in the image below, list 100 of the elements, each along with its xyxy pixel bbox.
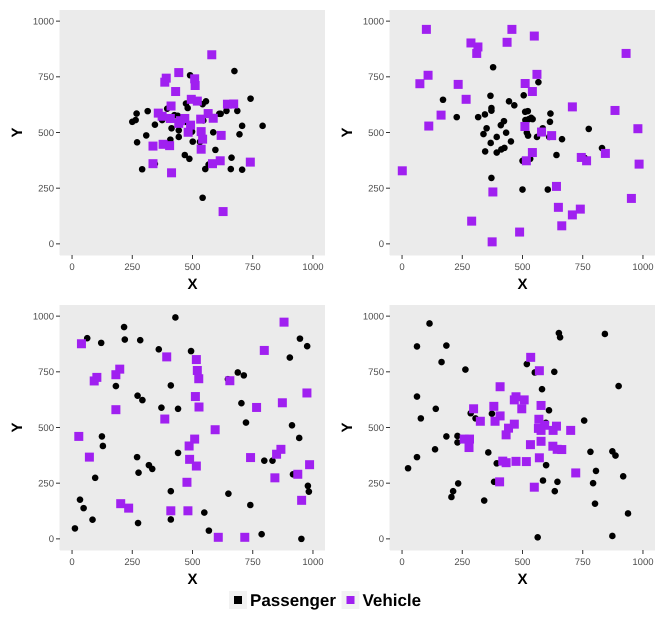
point: [207, 50, 216, 60]
point: [634, 160, 644, 169]
point: [585, 126, 592, 132]
point: [424, 122, 434, 131]
point: [493, 134, 500, 140]
point: [234, 369, 242, 376]
point: [89, 516, 96, 524]
point: [502, 458, 511, 468]
point: [298, 536, 305, 542]
point: [112, 382, 120, 390]
point: [414, 454, 420, 460]
x-tick-label: 750: [574, 262, 591, 273]
point: [194, 374, 204, 384]
point: [201, 509, 208, 516]
x-tick-label: 1000: [302, 557, 324, 568]
point: [192, 96, 202, 106]
point: [74, 432, 84, 441]
point: [520, 122, 530, 131]
point: [551, 488, 558, 494]
point: [148, 466, 156, 472]
point: [480, 497, 488, 504]
point: [480, 130, 487, 138]
point: [495, 477, 504, 486]
point: [98, 433, 106, 440]
point: [165, 141, 174, 150]
point: [198, 134, 208, 144]
point: [194, 402, 204, 412]
x-tick-label: 250: [454, 262, 470, 273]
point: [436, 110, 446, 120]
point: [280, 318, 289, 327]
point: [609, 532, 616, 540]
point: [132, 116, 139, 124]
point: [557, 445, 566, 454]
point: [487, 140, 494, 146]
y-tick-label: 250: [368, 478, 384, 490]
y-tick-label: 750: [38, 367, 54, 378]
point: [162, 352, 172, 362]
y-tick-label: 250: [38, 184, 54, 195]
point: [462, 94, 471, 104]
point: [202, 166, 209, 172]
point: [297, 496, 306, 505]
point: [510, 420, 519, 429]
point: [168, 488, 174, 494]
point: [566, 426, 576, 435]
point: [454, 80, 463, 89]
point: [172, 314, 179, 321]
point: [247, 502, 254, 508]
y-tick-label: 0: [48, 239, 54, 250]
point: [166, 506, 176, 516]
point: [76, 339, 86, 348]
point: [484, 449, 492, 456]
point: [482, 111, 488, 118]
point: [426, 320, 433, 327]
point: [166, 114, 175, 123]
point: [508, 138, 514, 145]
point: [633, 124, 642, 134]
point: [158, 404, 165, 411]
point: [524, 108, 532, 114]
point: [528, 148, 537, 158]
point: [296, 335, 304, 342]
point: [424, 70, 433, 80]
point: [186, 155, 193, 162]
y-tick-label: 500: [38, 128, 54, 139]
point: [620, 472, 626, 480]
point: [489, 402, 498, 411]
point: [196, 144, 206, 154]
point: [192, 366, 202, 375]
point: [515, 228, 524, 237]
point: [134, 139, 140, 146]
y-axis-title: Y: [9, 422, 26, 433]
y-tick-label: 500: [368, 128, 384, 139]
point: [160, 414, 170, 424]
point: [511, 456, 520, 466]
y-tick-label: 750: [38, 72, 54, 84]
point: [474, 114, 482, 120]
point: [152, 121, 158, 128]
point: [92, 372, 102, 382]
point: [519, 186, 526, 193]
point: [610, 106, 620, 115]
point: [76, 496, 84, 503]
point: [259, 122, 266, 130]
point: [422, 24, 431, 34]
point: [184, 128, 193, 137]
point: [84, 452, 94, 462]
point: [210, 128, 217, 136]
y-tick-label: 250: [368, 184, 384, 195]
point: [522, 156, 531, 166]
point: [526, 440, 535, 450]
point: [462, 366, 469, 373]
point: [450, 488, 456, 494]
point: [138, 166, 146, 173]
point: [238, 400, 245, 407]
point: [160, 78, 170, 87]
point: [528, 87, 537, 96]
point: [551, 368, 558, 376]
point: [168, 516, 174, 523]
point: [612, 452, 619, 459]
point: [414, 393, 420, 400]
point: [142, 132, 150, 139]
point: [507, 24, 516, 34]
